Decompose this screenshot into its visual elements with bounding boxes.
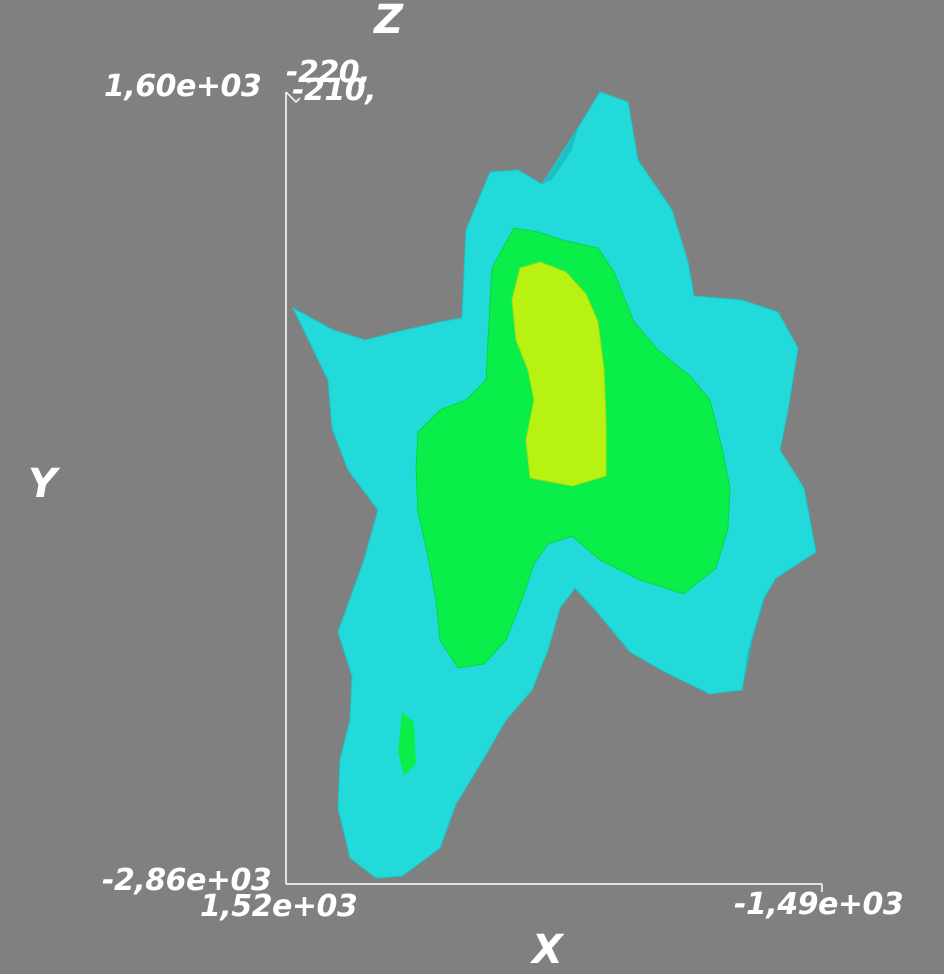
lower-green-patch [398,712,416,776]
y-axis-min-label: -2,86e+03 [102,863,272,898]
z-axis-stub [285,91,301,104]
y-axis-max-label: 1,60e+03 [104,69,262,104]
x-axis-max-label: -1,49e+03 [734,887,904,922]
z-axis-title: Z [374,0,404,43]
x-axis-min-label: 1,52e+03 [200,889,358,924]
z-axis-label-a: -220, [286,55,370,90]
x-axis-title: X [532,927,563,973]
z-axis-label-b: -210, [292,73,376,108]
y-axis-title: Y [28,461,57,507]
inner-isosurface [511,261,607,487]
